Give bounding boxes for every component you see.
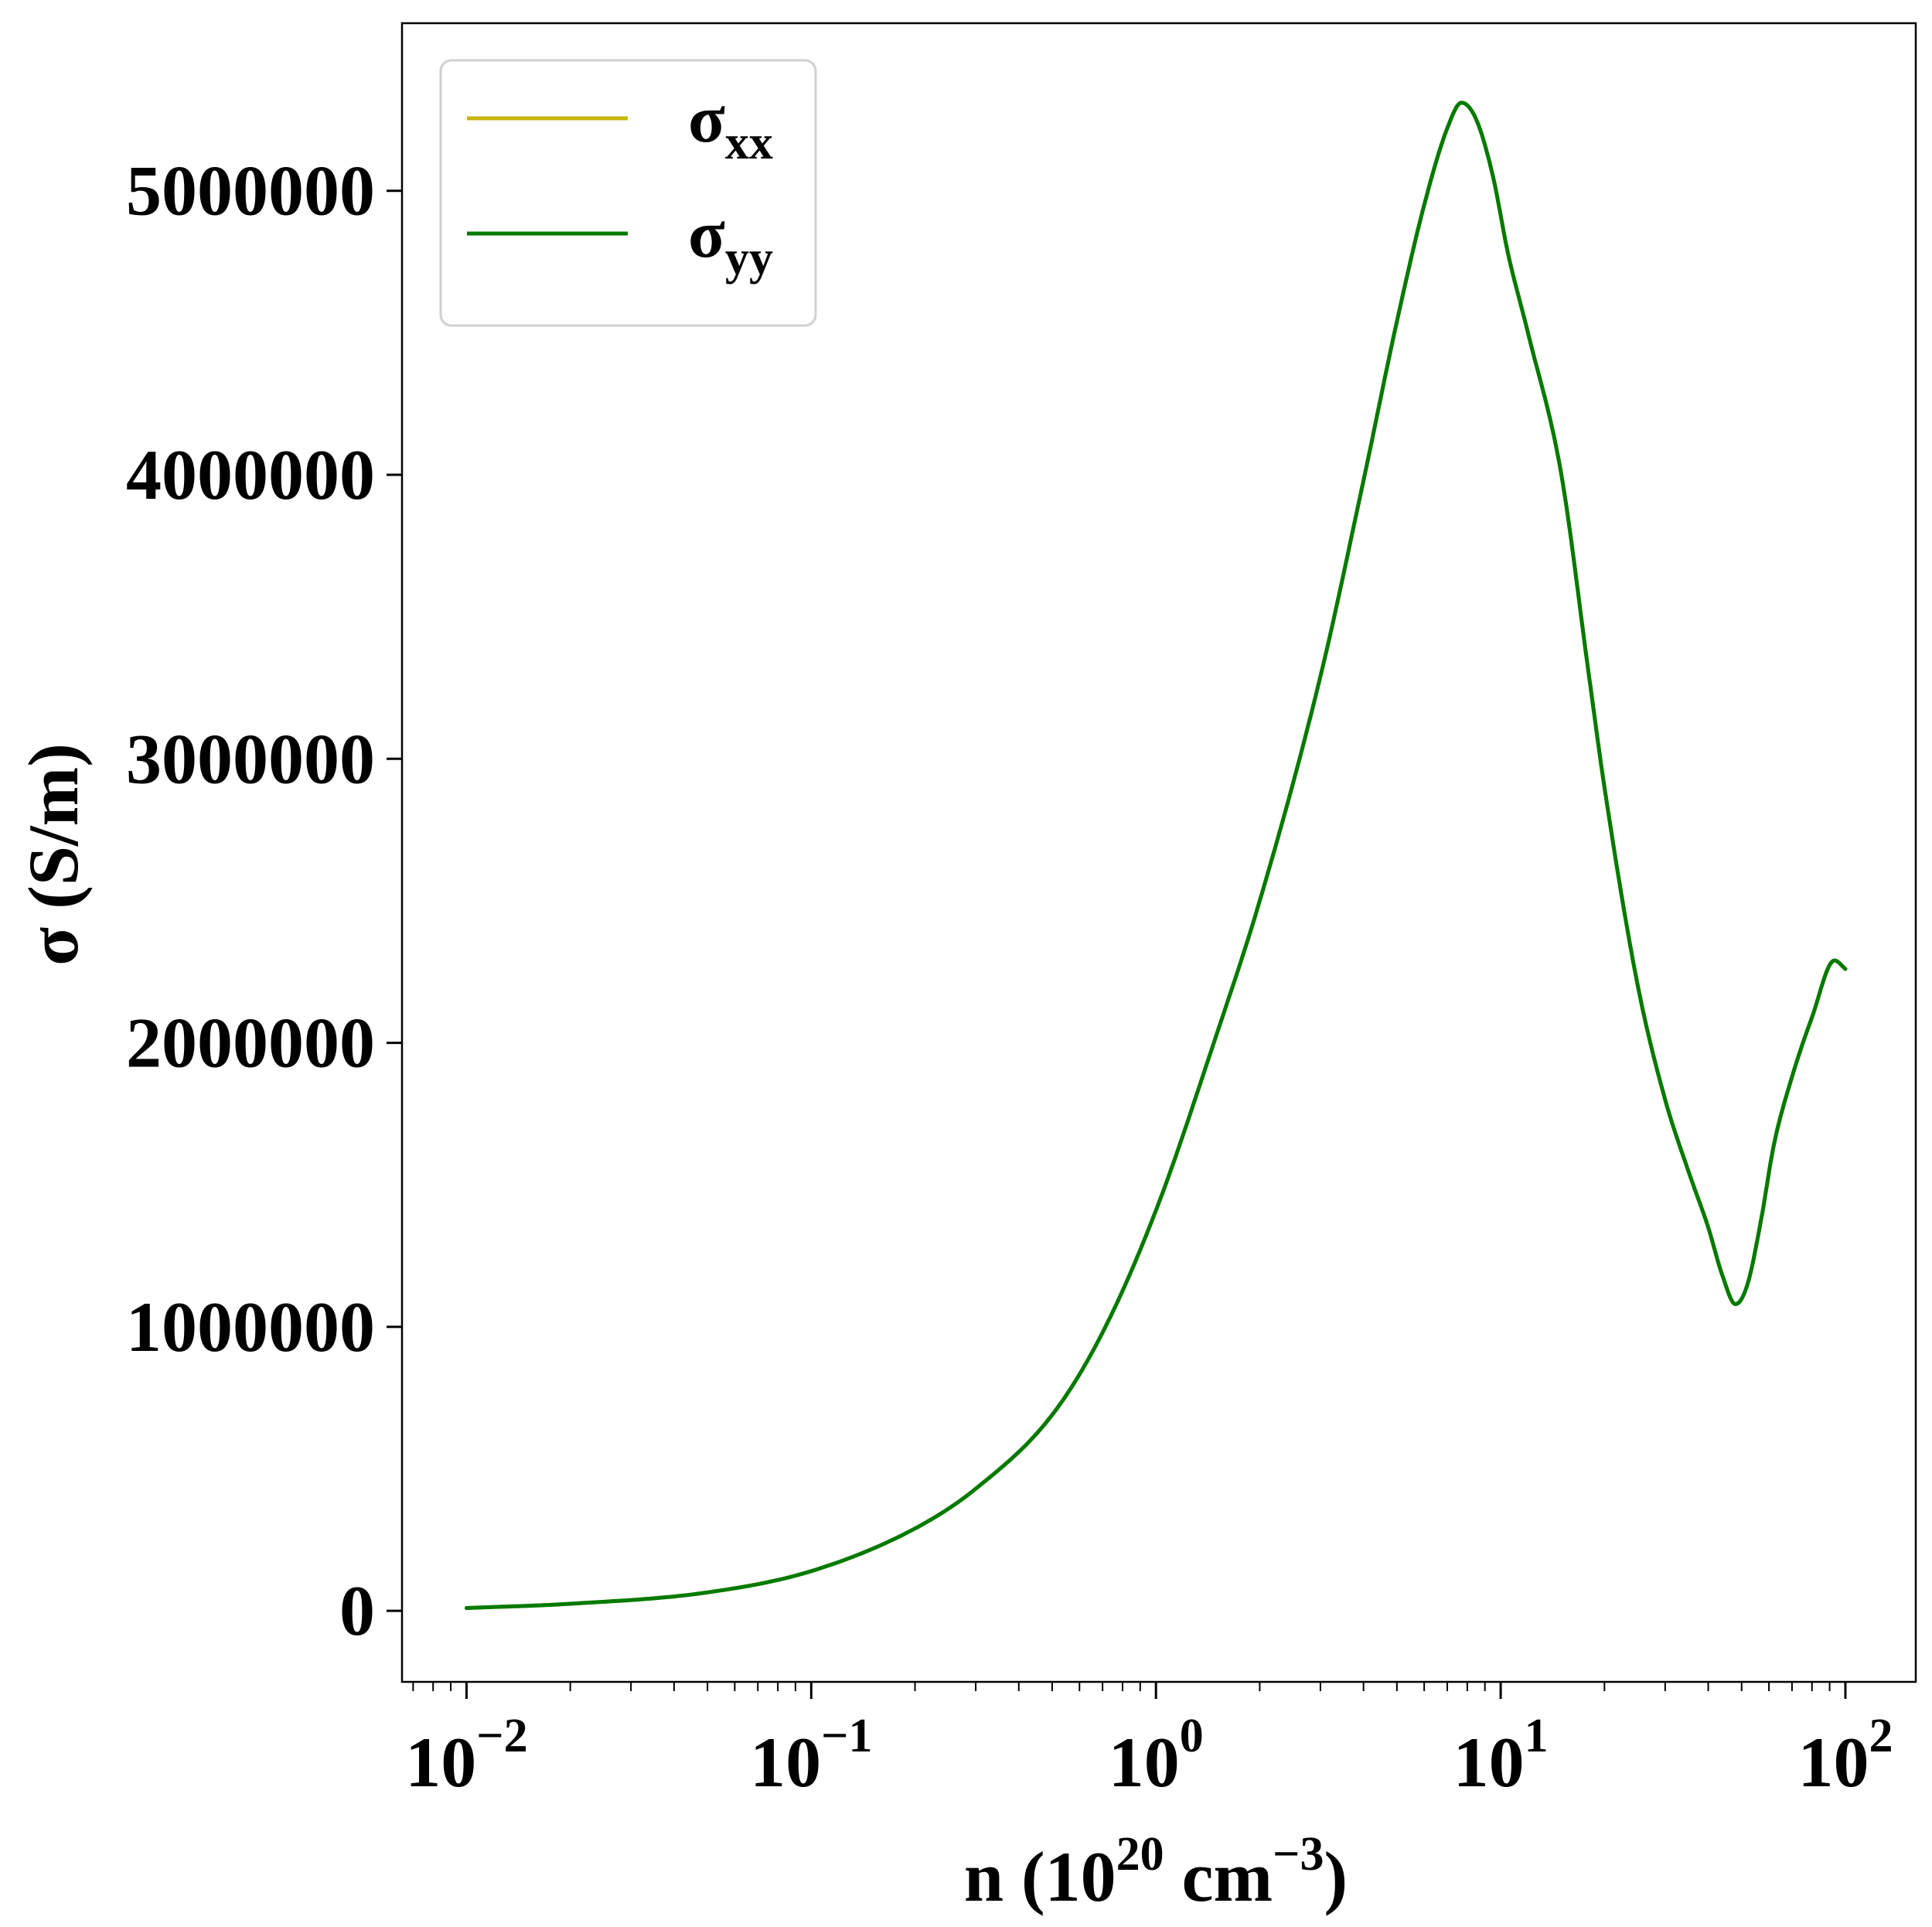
x-tick-label: 10−2 <box>405 1710 527 1802</box>
y-tick-label: 2000000 <box>126 1004 375 1083</box>
legend-label-sigma-yy: σyy <box>688 197 773 285</box>
legend-box <box>439 59 817 327</box>
legend-label-sigma-xx: σxx <box>688 82 773 169</box>
x-tick-label-base: 10 <box>1797 1723 1869 1802</box>
x-axis-label-exponent-1: 20 <box>1116 1828 1164 1881</box>
x-tick-label-exponent: 1 <box>1525 1710 1549 1762</box>
x-tick-label-base: 10 <box>1453 1723 1525 1802</box>
x-axis-label-base: n (10 <box>964 1837 1116 1916</box>
legend-label-sigma-xx-subscript: xx <box>725 117 773 169</box>
legend: σxx σyy <box>439 59 817 327</box>
x-tick-label: 101 <box>1453 1710 1549 1802</box>
x-tick-label-exponent: 2 <box>1869 1710 1893 1762</box>
x-tick-label-base: 10 <box>405 1723 476 1802</box>
x-tick-label-exponent: 0 <box>1180 1710 1204 1762</box>
x-axis-label: n (1020 cm−3) <box>964 1828 1348 1916</box>
series-line-sigma-yy <box>464 101 1848 1610</box>
x-tick-label: 100 <box>1109 1710 1204 1802</box>
series-layer <box>464 101 1848 1610</box>
y-tick-label: 4000000 <box>126 435 375 514</box>
x-tick-label-exponent: −1 <box>821 1710 872 1762</box>
x-minor-ticks <box>412 1682 1831 1691</box>
plot-frame <box>400 22 1917 1683</box>
x-axis-ticks: 10−2 10−1 100 101 102 <box>405 1682 1893 1802</box>
x-tick-label: 102 <box>1797 1710 1893 1802</box>
y-tick-label: 1000000 <box>126 1288 375 1366</box>
x-tick-label: 10−1 <box>750 1710 872 1802</box>
x-axis-label-exponent-2: −3 <box>1273 1828 1324 1881</box>
x-axis-label-close: ) <box>1324 1837 1348 1916</box>
x-tick-label-base: 10 <box>750 1723 821 1802</box>
y-axis-ticks: 0 1000000 2000000 3000000 4000000 5000000 <box>126 152 402 1650</box>
y-tick-label: 3000000 <box>126 719 375 798</box>
x-tick-label-exponent: −2 <box>476 1710 527 1762</box>
x-tick-label-base: 10 <box>1109 1723 1180 1802</box>
y-tick-label: 5000000 <box>126 152 375 230</box>
legend-label-sigma-yy-symbol: σ <box>688 197 725 272</box>
legend-label-sigma-yy-subscript: yy <box>725 232 773 285</box>
y-tick-label: 0 <box>339 1571 375 1650</box>
x-axis-label-unit: cm <box>1164 1837 1273 1916</box>
legend-label-sigma-xx-symbol: σ <box>688 82 725 157</box>
y-axis-label: σ (S/m) <box>14 743 93 966</box>
